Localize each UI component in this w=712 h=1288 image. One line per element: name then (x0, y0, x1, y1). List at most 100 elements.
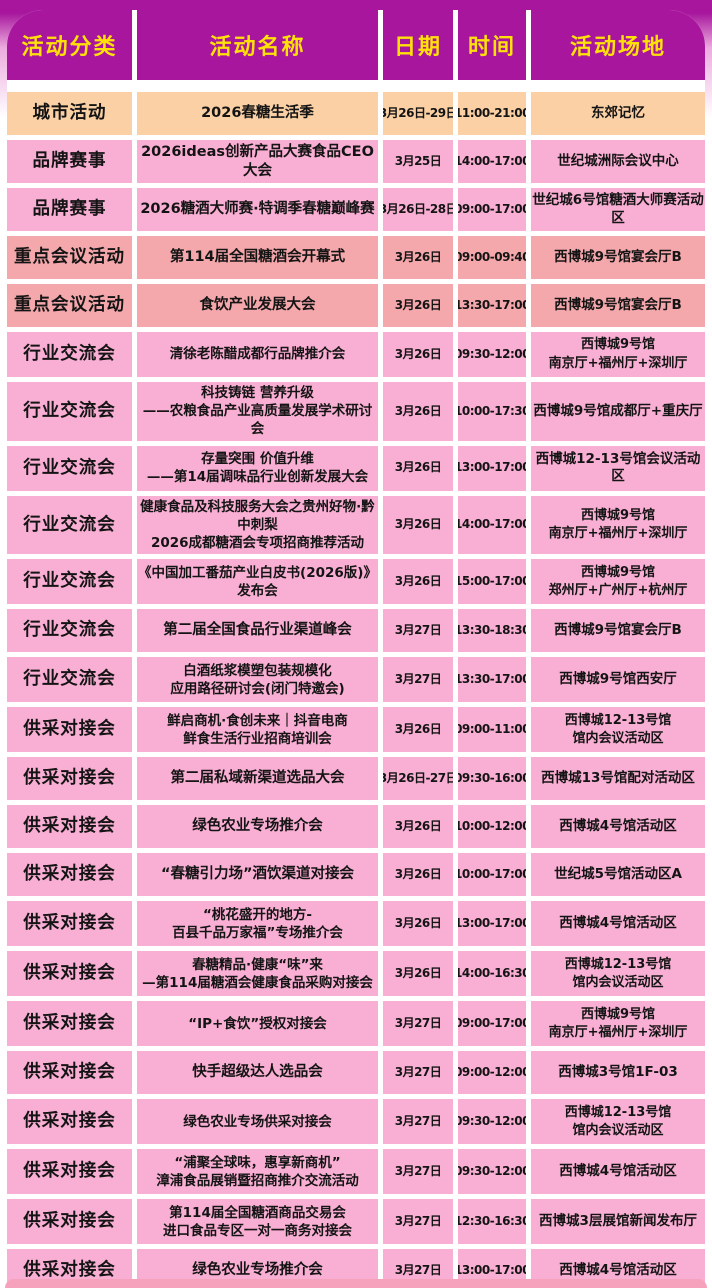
venue-cell: 西博城12-13号馆 馆内会议活动区 (531, 951, 705, 997)
table-row: 供采对接会春糖精品·健康“味”来—第114届糖酒会健康食品采购对接会3月26日1… (7, 951, 705, 997)
event-name-cell: 食饮产业发展大会 (137, 284, 378, 327)
date-cell: 3月27日 (383, 1099, 453, 1145)
time-cell: 12:30-16:30 (458, 1199, 526, 1245)
date-cell: 3月26日 (383, 707, 453, 753)
date-cell: 3月27日 (383, 1149, 453, 1195)
table-row: 行业交流会 健康食品及科技服务大会之贵州好物·黔中刺梨 2026成都糖酒会专项招商推… (7, 495, 705, 555)
category-cell: 供采对接会 (7, 757, 132, 801)
table-body: 城市活动2026春糖生活季3月26日-29日11:00-21:00东郊记忆品牌赛… (7, 92, 705, 1288)
time-cell: 09:00-12:00 (458, 1051, 526, 1095)
category-cell: 供采对接会 (7, 951, 132, 997)
category-cell: 行业交流会 (7, 609, 132, 653)
table-row: 供采对接会第114届全国糖酒商品交易会进口食品专区一对一商务对接会3月27日12… (7, 1199, 705, 1245)
time-cell: 09:30-16:00 (458, 757, 526, 801)
table-row: 行业交流会白酒纸浆模塑包装规模化应用路径研讨会(闭门特邀会)3月27日13:30… (7, 657, 705, 703)
table-row: 品牌赛事2026ideas创新产品大赛食品CEO大会3月25日14:00-17:… (7, 140, 705, 183)
event-name-cell: 春糖精品·健康“味”来 —第114届糖酒会健康食品采购对接会 (137, 951, 378, 997)
time-cell: 15:00-17:00 (458, 559, 526, 605)
table-row: 供采对接会“IP+食饮”授权对接会3月27日09:00-17:00西博城9号馆南… (7, 1001, 705, 1047)
venue-cell: 西博城9号馆 南京厅+福州厅+深圳厅 (531, 332, 705, 377)
category-cell: 城市活动 (7, 92, 132, 135)
venue-cell: 西博城9号馆西安厅 (531, 657, 705, 703)
time-cell: 09:30-12:00 (458, 1099, 526, 1145)
venue-cell: 西博城9号馆成都厅+重庆厅 (531, 382, 705, 441)
date-cell: 3月26日 (383, 559, 453, 605)
date-cell: 3月26日-29日 (383, 92, 453, 135)
date-cell: 3月26日 (383, 284, 453, 327)
event-name-cell: 健康食品及科技服务大会之贵州好物·黔中刺梨 2026成都糖酒会专项招商推荐活动 (137, 495, 378, 555)
venue-cell: 西博城12-13号馆 馆内会议活动区 (531, 707, 705, 753)
column-header-date: 日期 (383, 10, 453, 80)
time-cell: 11:00-21:00 (458, 92, 526, 135)
table-row: 行业交流会第二届全国食品行业渠道峰会3月27日13:30-18:30西博城9号馆… (7, 609, 705, 653)
next-section-edge (5, 1279, 707, 1288)
time-cell: 14:00-17:00 (458, 140, 526, 183)
table-row: 供采对接会“春糖引力场”酒饮渠道对接会3月26日10:00-17:00世纪城5号… (7, 853, 705, 897)
category-cell: 供采对接会 (7, 1149, 132, 1195)
venue-cell: 西博城9号馆宴会厅B (531, 236, 705, 279)
category-cell: 供采对接会 (7, 1099, 132, 1145)
category-cell: 供采对接会 (7, 853, 132, 897)
date-cell: 3月27日 (383, 1001, 453, 1047)
event-name-cell: 科技铸链 营养升级 ——农粮食品产业高质量发展学术研讨会 (137, 382, 378, 441)
table-row: 品牌赛事2026糖酒大师赛·特调季春糖巅峰赛3月26日-28日09:00-17:… (7, 188, 705, 231)
table-row: 行业交流会《中国加工番茄产业白皮书(2026版)》发布会3月26日15:00-1… (7, 559, 705, 605)
time-cell: 13:30-17:00 (458, 284, 526, 327)
table-row: 重点会议活动第114届全国糖酒会开幕式3月26日09:00-09:40西博城9号… (7, 236, 705, 279)
venue-cell: 西博城13号馆配对活动区 (531, 757, 705, 801)
time-cell: 09:00-11:00 (458, 707, 526, 753)
venue-cell: 西博城9号馆宴会厅B (531, 284, 705, 327)
venue-cell: 西博城3号馆1F-03 (531, 1051, 705, 1095)
venue-cell: 西博城4号馆活动区 (531, 1149, 705, 1195)
category-cell: 行业交流会 (7, 559, 132, 605)
date-cell: 3月26日 (383, 382, 453, 441)
event-name-cell: 鲜启商机·食创未来｜抖音电商 鲜食生活行业招商培训会 (137, 707, 378, 753)
time-cell: 09:00-17:00 (458, 1001, 526, 1047)
venue-cell: 世纪城5号馆活动区A (531, 853, 705, 897)
table-row: 供采对接会鲜启商机·食创未来｜抖音电商鲜食生活行业招商培训会3月26日09:00… (7, 707, 705, 753)
event-name-cell: “春糖引力场”酒饮渠道对接会 (137, 853, 378, 897)
category-cell: 品牌赛事 (7, 140, 132, 183)
date-cell: 3月26日 (383, 853, 453, 897)
venue-cell: 东郊记忆 (531, 92, 705, 135)
table-row: 供采对接会快手超级达人选品会3月27日09:00-12:00西博城3号馆1F-0… (7, 1051, 705, 1095)
event-name-cell: 绿色农业专场推介会 (137, 805, 378, 849)
time-cell: 14:00-16:30 (458, 951, 526, 997)
column-header-time: 时间 (458, 10, 526, 80)
date-cell: 3月27日 (383, 609, 453, 653)
event-name-cell: 第114届全国糖酒会开幕式 (137, 236, 378, 279)
venue-cell: 西博城3层展馆新闻发布厅 (531, 1199, 705, 1245)
column-header-venue: 活动场地 (531, 10, 705, 80)
date-cell: 3月26日-28日 (383, 188, 453, 231)
date-cell: 3月27日 (383, 1199, 453, 1245)
event-name-cell: 《中国加工番茄产业白皮书(2026版)》发布会 (137, 559, 378, 605)
event-name-cell: 清徐老陈醋成都行品牌推介会 (137, 332, 378, 377)
time-cell: 09:30-12:00 (458, 1149, 526, 1195)
venue-cell: 世纪城洲际会议中心 (531, 140, 705, 183)
date-cell: 3月25日 (383, 140, 453, 183)
event-name-cell: 2026春糖生活季 (137, 92, 378, 135)
category-cell: 重点会议活动 (7, 236, 132, 279)
venue-cell: 西博城12-13号馆会议活动区 (531, 445, 705, 491)
column-header-name: 活动名称 (137, 10, 378, 80)
event-name-cell: “浦聚全球味，惠享新商机” 漳浦食品展销暨招商推介交流活动 (137, 1149, 378, 1195)
event-name-cell: 快手超级达人选品会 (137, 1051, 378, 1095)
category-cell: 品牌赛事 (7, 188, 132, 231)
time-cell: 10:00-17:30 (458, 382, 526, 441)
event-name-cell: 2026糖酒大师赛·特调季春糖巅峰赛 (137, 188, 378, 231)
date-cell: 3月26日 (383, 805, 453, 849)
event-name-cell: 2026ideas创新产品大赛食品CEO大会 (137, 140, 378, 183)
time-cell: 09:00-09:40 (458, 236, 526, 279)
venue-cell: 西博城9号馆 郑州厅+广州厅+杭州厅 (531, 559, 705, 605)
date-cell: 3月26日 (383, 236, 453, 279)
event-name-cell: 第114届全国糖酒商品交易会 进口食品专区一对一商务对接会 (137, 1199, 378, 1245)
table-row: 供采对接会“桃花盛开的地方-百县千品万家福”专场推介会3月26日13:00-17… (7, 901, 705, 947)
venue-cell: 西博城9号馆 南京厅+福州厅+深圳厅 (531, 1001, 705, 1047)
category-cell: 供采对接会 (7, 707, 132, 753)
date-cell: 3月26日-27日 (383, 757, 453, 801)
time-cell: 10:00-12:00 (458, 805, 526, 849)
